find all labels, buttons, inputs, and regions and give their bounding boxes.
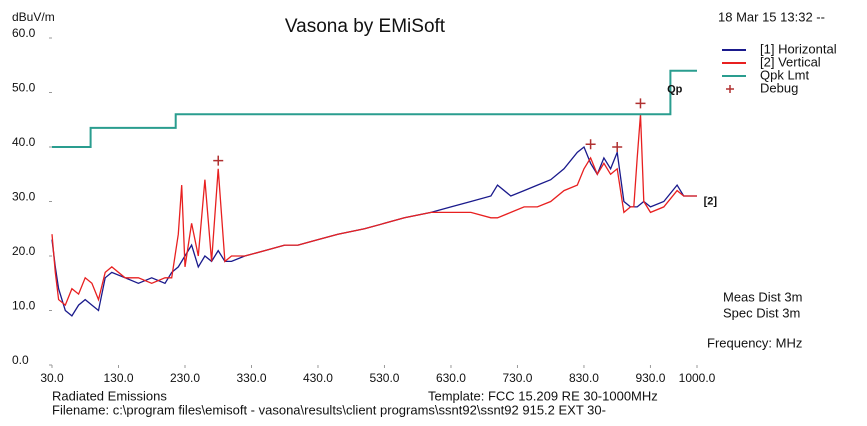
- x-tick-label: 830.0: [569, 371, 599, 385]
- debug-marker: [612, 142, 623, 152]
- footer: Filename: c:\program files\emisoft - vas…: [52, 402, 606, 417]
- x-tick-label: 730.0: [502, 371, 532, 385]
- debug-marker: [585, 139, 596, 150]
- x-tick-label: 130.0: [103, 371, 133, 385]
- y-tick-label: 60.0: [12, 26, 36, 40]
- y-tick-label: 10.0: [12, 299, 36, 313]
- legend-label: [1] Horizontal: [760, 41, 837, 56]
- x-tick-label: 1000.0: [679, 371, 716, 385]
- annotation: [2]: [704, 195, 718, 207]
- footer: Template: FCC 15.209 RE 30-1000MHz: [428, 388, 658, 403]
- y-tick-label: 0.0: [12, 353, 29, 367]
- date: 18 Mar 15 13:32 --: [718, 9, 825, 24]
- y-tick-label: 20.0: [12, 244, 36, 258]
- x-tick-label: 930.0: [635, 371, 665, 385]
- series-line: [51, 114, 697, 307]
- legend-label: Qpk Lmt: [760, 67, 810, 82]
- info: Frequency: MHz: [707, 335, 802, 350]
- y-tick-label: 40.0: [12, 135, 36, 149]
- legend-label: [2] Vertical: [760, 54, 821, 69]
- series-line: [52, 69, 697, 148]
- y-axis-label: dBuV/m: [12, 10, 55, 24]
- x-tick-label: 230.0: [170, 371, 200, 385]
- x-tick-label: 630.0: [436, 371, 466, 385]
- y-tick-label: 50.0: [12, 81, 36, 95]
- series-line: [51, 145, 697, 317]
- x-tick-label: 430.0: [303, 371, 333, 385]
- info: Spec Dist 3m: [723, 305, 800, 320]
- legend-marker: [726, 85, 734, 93]
- annotation: Qp: [667, 84, 683, 96]
- debug-marker: [213, 155, 224, 166]
- x-tick-label: 330.0: [236, 371, 266, 385]
- debug-marker: [635, 98, 646, 109]
- x-tick-label: 30.0: [40, 371, 64, 385]
- chart-title: Vasona by EMiSoft: [285, 16, 446, 37]
- footer: Radiated Emissions: [52, 388, 167, 403]
- y-tick-label: 30.0: [12, 190, 36, 204]
- x-tick-label: 530.0: [369, 371, 399, 385]
- info: Meas Dist 3m: [723, 289, 802, 304]
- legend-label: Debug: [760, 80, 798, 95]
